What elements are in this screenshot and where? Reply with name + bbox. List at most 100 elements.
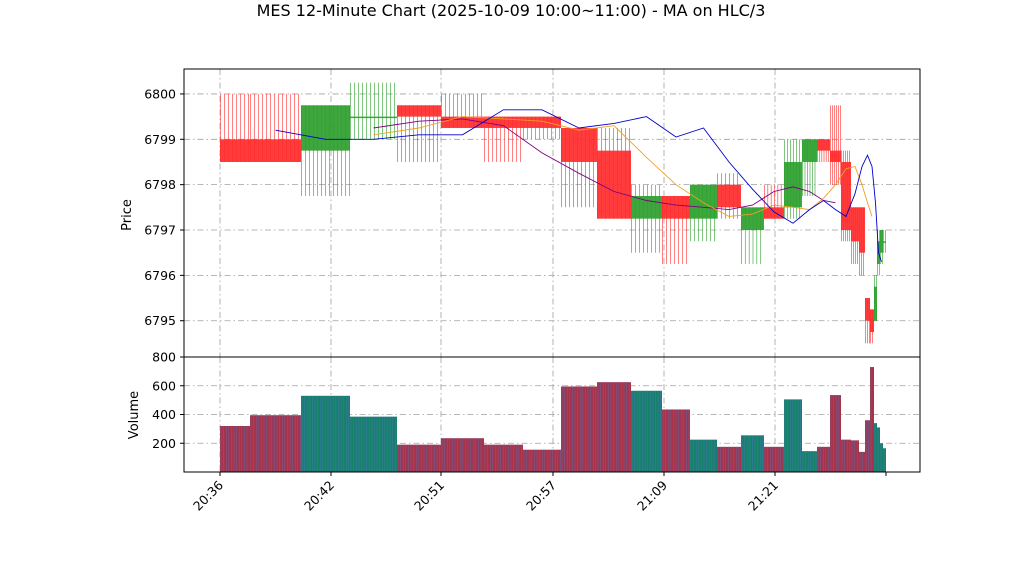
- candle-wick: [830, 105, 841, 185]
- volume-bar-stripes: [523, 449, 561, 472]
- volume-bar-stripes: [717, 446, 740, 472]
- x-tick-label: 20:57: [523, 478, 559, 514]
- candle-body: [870, 309, 874, 333]
- volume-bar: [877, 427, 880, 472]
- candle-body: [523, 116, 561, 128]
- volume-bar: [561, 386, 597, 472]
- volume-bar-stripes: [662, 409, 690, 472]
- volume-bar-stripes: [220, 426, 248, 472]
- price-y-tick-label: 6799: [144, 132, 176, 147]
- candle-body: [859, 207, 865, 253]
- candle-body: [561, 127, 597, 162]
- candle-body: [441, 116, 484, 128]
- candle-body: [830, 150, 841, 162]
- volume-bar: [851, 440, 859, 472]
- volume-bar: [690, 439, 717, 472]
- price-axis-label: Price: [120, 199, 135, 231]
- volume-bar-stripes: [865, 420, 869, 472]
- candle-body: [880, 230, 883, 253]
- ma-slow-line: [373, 118, 836, 211]
- candle-body: [883, 241, 886, 243]
- candle-wick: [441, 93, 482, 128]
- candle-body: [250, 139, 301, 162]
- volume-bar: [841, 439, 851, 472]
- volume-y-tick-label: 600: [152, 378, 176, 393]
- candle-body: [741, 207, 764, 231]
- price-y-tick-label: 6796: [144, 268, 176, 283]
- candle-body: [301, 105, 350, 151]
- volume-bar: [764, 446, 784, 472]
- x-tick-label: 20:42: [301, 478, 337, 514]
- volume-bar-stripes: [631, 390, 661, 472]
- candle-body: [350, 116, 397, 119]
- volume-axis-label: Volume: [127, 391, 142, 439]
- volume-bar-stripes: [841, 439, 851, 472]
- price-y-tick-label: 6795: [144, 313, 176, 328]
- candle-body: [220, 139, 250, 162]
- candle-body: [764, 207, 784, 219]
- candle-body: [690, 184, 717, 219]
- candle-wick: [220, 93, 249, 162]
- candle-body: [817, 139, 830, 151]
- volume-bar-stripes: [741, 435, 764, 472]
- volume-y-tick-label: 200: [152, 436, 176, 451]
- candle-wick: [484, 116, 521, 162]
- candle-body: [851, 207, 859, 242]
- candle-wick: [662, 196, 687, 264]
- volume-bar: [802, 451, 817, 472]
- x-tick-label: 21:21: [745, 478, 781, 514]
- volume-bar-stripes: [690, 439, 715, 472]
- candle-wick: [250, 93, 299, 162]
- candle-wick: [802, 139, 816, 196]
- volume-bar-stripes: [301, 395, 350, 472]
- candle-body: [784, 161, 802, 208]
- volume-bar: [717, 446, 741, 472]
- volume-bar: [631, 390, 662, 472]
- candle-body: [597, 150, 631, 219]
- candle-wick: [631, 184, 660, 253]
- volume-bar-stripes: [561, 386, 597, 472]
- volume-bar: [874, 423, 877, 472]
- volume-bar: [220, 426, 250, 472]
- price-y-tick-label: 6798: [144, 177, 176, 192]
- volume-bar-stripes: [817, 446, 829, 472]
- candle-body: [874, 286, 877, 321]
- x-tick-label: 20:51: [411, 478, 447, 514]
- volume-bar: [883, 448, 886, 472]
- price-y-tick-label: 6797: [144, 223, 176, 238]
- candle-wick: [397, 105, 438, 162]
- volume-bar-stripes: [784, 399, 801, 472]
- price-y-ticks: 6795 6796 6797 6798 6799 6800: [144, 86, 184, 328]
- volume-bar: [870, 367, 874, 472]
- volume-bar: [880, 443, 883, 472]
- candle-wick: [301, 105, 350, 196]
- volume-bar: [597, 382, 631, 472]
- candle-wick: [741, 207, 762, 264]
- candle-wick: [350, 82, 395, 140]
- volume-bar-stripes: [350, 416, 396, 472]
- volume-panel: 200 400 600 800 Volume: [127, 350, 921, 473]
- candle-body: [484, 116, 523, 128]
- volume-bar-stripes: [830, 395, 840, 472]
- volume-bar-stripes: [859, 451, 863, 472]
- volume-bar-stripes: [397, 444, 440, 472]
- volume-y-tick-label: 400: [152, 407, 176, 422]
- price-panel: 6795 6796 6797 6798 6799 6800 Price: [120, 68, 921, 358]
- volume-bar: [865, 420, 870, 472]
- candle-body: [631, 195, 662, 219]
- candle-body: [802, 139, 817, 162]
- volume-bar: [830, 395, 841, 472]
- volume-bar: [350, 416, 397, 472]
- candle-body: [662, 195, 690, 219]
- x-tick-label: 21:09: [634, 477, 670, 513]
- volume-bar-stripes: [802, 451, 817, 472]
- candle-wick: [817, 139, 829, 162]
- volume-y-tick-label: 800: [152, 350, 176, 365]
- ma-mid-line: [373, 116, 873, 217]
- volume-bar-stripes: [597, 382, 630, 472]
- volume-bar-stripes: [250, 415, 301, 472]
- volume-y-ticks: 200 400 600 800: [152, 350, 184, 451]
- volume-bar-stripes: [441, 438, 482, 472]
- volume-bars: [220, 367, 886, 472]
